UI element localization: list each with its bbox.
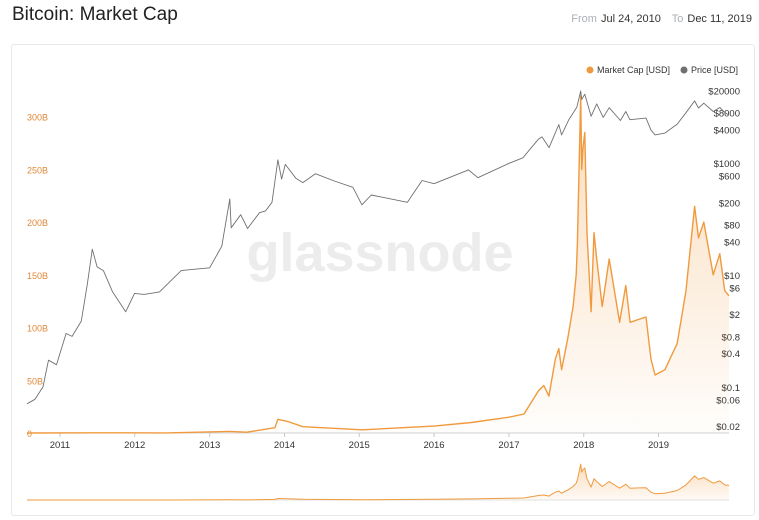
- chart-card: glassnode Market Cap [USD] Price [USD] 0 5…: [11, 44, 755, 516]
- x-tick-label: 2018: [573, 440, 594, 451]
- right-tick-label: $20000: [708, 86, 740, 97]
- right-tick-label: $2: [729, 310, 740, 321]
- price-line: [26, 90, 730, 405]
- x-tick-label: 2015: [349, 440, 370, 451]
- navigator-line: [27, 463, 730, 501]
- right-tick-label: $6: [729, 283, 740, 294]
- x-tick-label: 2019: [648, 440, 669, 451]
- left-tick-label: 250B: [27, 165, 48, 175]
- x-tick-label: 2011: [50, 440, 70, 451]
- legend-label-price: Price [USD]: [691, 65, 738, 75]
- right-tick-label: $0.8: [722, 332, 741, 343]
- to-date[interactable]: Dec 11, 2019: [687, 13, 752, 25]
- left-tick-label: 50B: [27, 376, 43, 386]
- from-date[interactable]: Jul 24, 2010: [600, 13, 661, 25]
- x-tick-label: 2017: [498, 440, 519, 451]
- to-label: To: [671, 13, 684, 25]
- x-tick-label: 2016: [423, 440, 444, 451]
- right-tick-label: $80: [724, 221, 740, 232]
- x-tick-label: 2014: [274, 440, 295, 451]
- watermark: glassnode: [246, 223, 513, 283]
- market-cap-chart[interactable]: glassnode Market Cap [USD] Price [USD] 0 5…: [12, 45, 754, 515]
- series-layer: [26, 90, 730, 434]
- right-tick-label: $0.4: [722, 349, 741, 360]
- page-title: Bitcoin: Market Cap: [12, 4, 178, 25]
- x-axis: 2011 2012 2013 2014 2015 2016 2017 2018 2019: [27, 432, 729, 451]
- right-tick-label: $1000: [714, 159, 740, 170]
- right-tick-label: $0.1: [722, 383, 741, 394]
- navigator[interactable]: [27, 463, 730, 501]
- right-y-axis: $0.02$0.06$0.1$0.4$0.8$2$6$10$40$80$200$…: [708, 86, 740, 433]
- right-tick-label: $4000: [714, 126, 740, 137]
- date-range[interactable]: From Jul 24, 2010 To Dec 11, 2019: [571, 13, 752, 25]
- from-label: From: [571, 13, 597, 25]
- left-tick-label: 300B: [27, 113, 48, 123]
- left-y-axis: 0 50B 100B 150B 200B 250B 300B: [27, 113, 48, 439]
- right-tick-label: $10: [724, 271, 740, 282]
- left-tick-label: 200B: [27, 218, 48, 228]
- left-tick-label: 0: [27, 429, 32, 439]
- legend: Market Cap [USD] Price [USD]: [586, 65, 738, 75]
- x-tick-label: 2012: [124, 440, 145, 451]
- right-tick-label: $600: [719, 172, 740, 183]
- right-tick-label: $40: [724, 237, 740, 248]
- legend-marker-market-cap: [586, 66, 594, 74]
- market-cap-line: [26, 94, 730, 434]
- left-tick-label: 150B: [27, 271, 48, 281]
- left-tick-label: 100B: [27, 324, 48, 334]
- x-tick-label: 2013: [199, 440, 220, 451]
- navigator-area: [27, 464, 729, 500]
- legend-label-market-cap: Market Cap [USD]: [597, 65, 670, 75]
- legend-marker-price: [680, 66, 688, 74]
- right-tick-label: $200: [719, 198, 740, 209]
